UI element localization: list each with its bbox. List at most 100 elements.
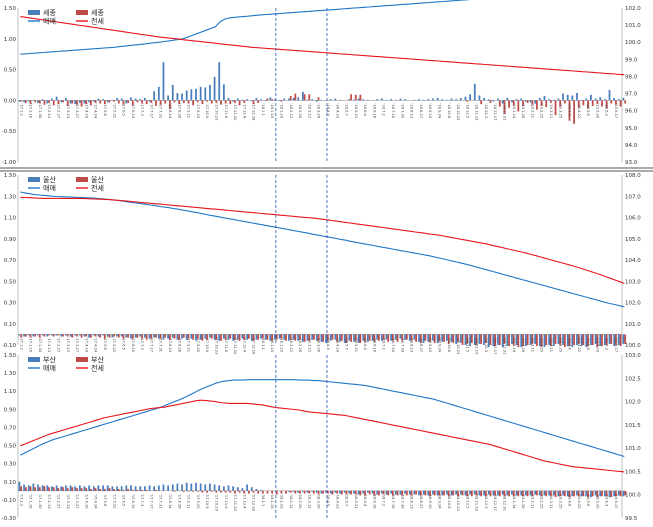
x-tick-label: '18.9.10 [428,103,432,118]
sale-change-bar [404,99,406,101]
x-tick-label: '18.7.30 [400,337,404,352]
sale-change-bar [130,334,132,339]
jeonse-change-bar [503,490,506,497]
jeonse-change-bar [187,334,190,339]
right-tick-label: 101.0 [625,23,641,29]
left-tick-label: 1.50 [4,6,17,12]
jeonse-change-bar [182,334,185,338]
sale-change-bar [111,334,114,338]
jeonse-change-bar [536,490,538,496]
sale-change-bar [622,490,625,497]
jeonse-change-bar [252,334,255,341]
jeonse-change-bar [554,100,557,116]
sale-change-bar [18,100,21,102]
x-tick-label: '17.6.19 [131,494,135,509]
jeonse-change-bar [471,334,473,343]
sale-change-bar [562,334,564,345]
sale-change-bar [394,490,397,495]
sale-change-bar [394,334,397,340]
jeonse-change-bar [587,334,589,347]
sale-change-bar [362,99,365,101]
jeonse-change-bar [517,334,520,348]
sale-change-bar [190,483,193,491]
x-tick-label: '17.1.30 [38,494,42,509]
jeonse-change-bar [536,334,538,347]
jeonse-change-bar [531,100,534,105]
sale-change-bar [106,100,109,103]
x-tick-label: '18.1.29 [280,494,284,509]
jeonse-change-bar [43,486,46,491]
sale-change-bar [78,485,81,491]
sale-change-bar [278,334,281,339]
sale-change-bar [144,334,146,338]
jeonse-change-bar [261,490,264,494]
sale-change-bar [580,490,583,497]
jeonse-change-bar [178,334,181,340]
jeonse-change-bar [549,334,552,347]
jeonse-change-bar [80,334,83,338]
jeonse-change-bar [243,334,246,340]
sale-change-bar [69,485,72,491]
x-tick-label: '18.12.3 [484,337,488,352]
x-tick-label: '17.4.10 [84,494,88,509]
jeonse-change-bar [48,334,50,336]
x-tick-label: '17.10.23 [214,494,218,511]
x-tick-label: '17.7.17 [149,337,153,352]
sale-change-bar [469,490,471,495]
x-tick-label: '17.11.20 [233,103,237,121]
jeonse-change-bar [498,334,501,345]
right-tick-label: 101.0 [625,322,641,328]
x-tick-label: '19.3.25 [558,103,562,118]
sale-change-bar [538,97,541,101]
sale-change-bar [288,334,290,341]
sale-change-bar [46,485,49,491]
x-tick-label: '18.6.18 [372,103,376,118]
sale-change-bar [404,334,406,340]
jeonse-change-bar [350,490,352,495]
sale-change-bar [301,334,304,342]
sale-change-bar [218,334,221,341]
jeonse-change-bar [136,334,139,338]
sale-change-bar [130,485,132,491]
sale-change-bar [390,490,393,494]
sale-change-bar [18,334,21,336]
jeonse-change-bar [145,489,148,491]
jeonse-change-bar [271,334,273,341]
sale-change-bar [580,334,583,347]
left-tick-label: 1.50 [4,353,17,359]
sale-change-bar [74,100,77,105]
sale-change-bar [306,334,309,341]
jeonse-change-bar [554,490,557,498]
sale-change-bar [23,334,25,337]
jeonse-change-bar [238,334,241,341]
jeonse-change-bar [257,334,260,340]
sale-change-bar [590,94,592,101]
x-tick-label: '17.3.27 [75,337,79,352]
sale-change-bar [483,97,485,101]
sale-change-bar [60,100,63,103]
sale-change-bar [264,100,267,102]
jeonse-change-bar [457,334,459,342]
sale-change-bar [292,334,295,340]
sale-change-bar [441,490,444,496]
jeonse-change-bar [573,490,575,497]
right-tick-label: 100.0 [625,343,641,349]
jeonse-change-bar [582,490,585,497]
sale-change-bar [520,490,523,496]
x-tick-label: '17.9.11 [187,103,191,118]
jeonse-change-bar [405,334,408,340]
jeonse-change-bar [29,334,32,338]
jeonse-change-bar [224,490,227,493]
jeonse-change-bar [359,490,362,496]
sale-change-bar [557,490,560,497]
x-tick-label: '17.6.19 [131,337,135,352]
jeonse-change-bar [443,334,445,342]
jeonse-change-bar [94,334,97,337]
jeonse-change-bar [182,490,185,492]
jeonse-change-bar [131,334,134,339]
jeonse-change-bar [317,490,320,495]
sale-change-bar [399,334,402,339]
left-tick-label: -0.50 [2,129,17,135]
jeonse-change-bar [536,100,538,110]
sale-change-bar [162,334,165,340]
